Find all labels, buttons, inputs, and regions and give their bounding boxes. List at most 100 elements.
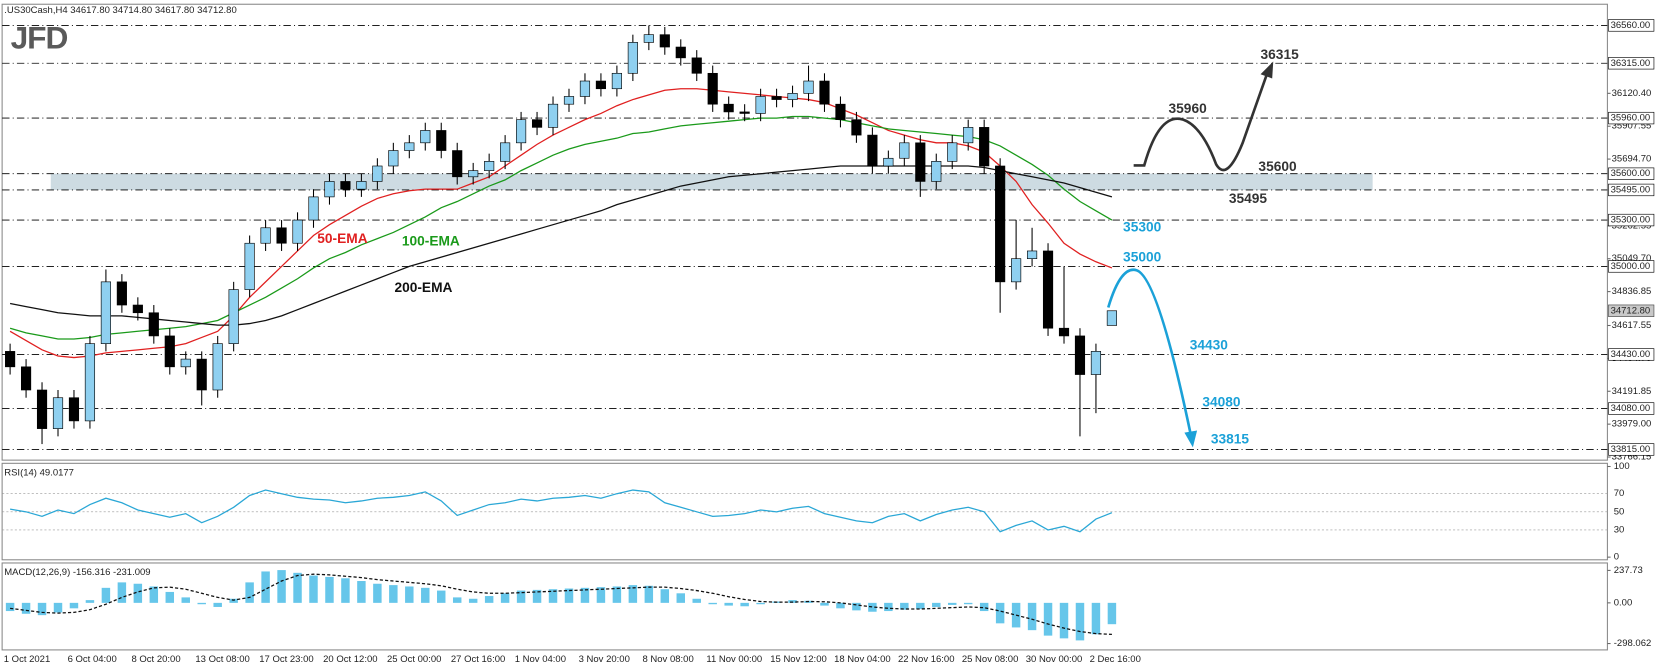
candle-body [947,142,958,162]
candle-body [723,103,734,113]
level-label: 35495.00 [1611,184,1651,195]
level-label: 35600.00 [1611,168,1651,179]
x-tick-label: 11 Nov 00:00 [706,654,762,665]
x-tick-label: 22 Nov 16:00 [898,654,955,665]
candle-body [244,242,255,290]
candle-body [755,96,766,114]
level-box [1608,260,1655,273]
logo: JFD [11,20,68,56]
candle-body [1074,335,1086,375]
macd-bar [261,571,270,603]
candle-body [627,42,638,74]
candle-body [659,34,670,48]
candle-body [500,142,511,162]
candle-body [36,389,48,429]
candle-body [324,181,335,198]
level-label: 35960.00 [1611,113,1651,124]
ema-label: 200-EMA [394,280,452,295]
candle-body [851,119,862,136]
y-tick-label: 70 [1614,488,1625,499]
candle-body [388,150,399,167]
macd-bar [389,585,398,603]
macd-bar [373,583,382,603]
x-tick-label: 1 Nov 04:00 [515,654,566,665]
y-tick-label: 34836.85 [1612,286,1652,297]
candle-body [691,57,702,74]
plot-layer: 36120.4035907.5535694.7035262.5535049.70… [2,19,1655,665]
macd-bar [1107,602,1117,625]
support-resistance-zone [50,173,1373,190]
macd-bar [884,602,893,612]
level-box [1608,213,1655,227]
x-tick-label: 20 Oct 12:00 [323,654,377,665]
macd-bar [676,593,686,603]
level-label: 35300.00 [1611,215,1651,226]
level-label: 36560.00 [1611,20,1651,31]
ema-line [9,88,1113,359]
candle-body [5,351,16,368]
ema-label: 50-EMA [317,231,367,246]
bullish-arrowhead [1260,61,1274,79]
macd-bar [644,585,654,603]
candle-body [819,80,830,105]
candle-body [979,127,990,167]
candle-body [787,93,798,100]
x-tick-label: 13 Oct 08:00 [195,654,249,665]
level-box [1608,57,1655,70]
candle-body [484,161,495,171]
x-tick-label: 8 Nov 08:00 [642,654,693,665]
bearish-arrow [1107,268,1193,435]
candle-body [164,335,175,368]
level-box [1608,19,1655,32]
macd-bar [293,572,302,603]
candle-body [579,80,591,97]
x-tick-label: 8 Oct 20:00 [132,654,181,665]
macd-bar [452,597,462,603]
candle-body [883,157,894,167]
x-tick-label: 27 Oct 16:00 [451,654,505,665]
macd-bar [197,602,206,605]
x-tick-label: 6 Oct 04:00 [68,654,117,665]
y-tick-label: 35049.70 [1612,253,1652,264]
candle-body [915,142,926,182]
macd-bar [229,598,238,603]
bullish-arrow [1133,73,1269,172]
macd-bar [101,587,111,603]
level-box [1608,348,1655,361]
candle-body [675,46,686,59]
macd-bar [213,602,222,607]
scenario-label: 34430 [1190,337,1229,352]
rsi-panel [1,462,1608,561]
candle-body [68,397,80,422]
macd-bar [900,602,909,610]
ema-label: 100-EMA [402,233,460,248]
candle-body [899,142,910,159]
macd-bar [21,602,31,614]
level-box [1608,443,1655,456]
candle-body [356,181,367,190]
macd-bar [788,600,797,603]
y-tick-label: 33766.15 [1612,452,1652,463]
macd-bar [516,590,526,603]
macd-bar [1091,602,1101,635]
macd-bar [357,581,366,603]
macd-bar [948,602,957,605]
candle-body [1058,327,1070,337]
macd-bar [724,602,733,606]
macd-bar [1027,602,1037,631]
candle-body [803,80,814,94]
macd-bar [468,598,478,603]
x-tick-label: 2 Dec 16:00 [1090,654,1141,665]
candle-body [835,103,846,120]
scenario-label: 35600 [1258,159,1297,174]
y-tick-label: 34191.85 [1612,386,1652,397]
candle-body [1106,310,1117,326]
candle-body [707,72,718,105]
y-tick-label: 0 [1614,552,1619,563]
level-box [1608,167,1655,180]
signal-line [10,573,1112,636]
macd-bar [1059,602,1069,639]
candle-body [292,219,303,244]
scenario-label: 34080 [1202,395,1241,410]
